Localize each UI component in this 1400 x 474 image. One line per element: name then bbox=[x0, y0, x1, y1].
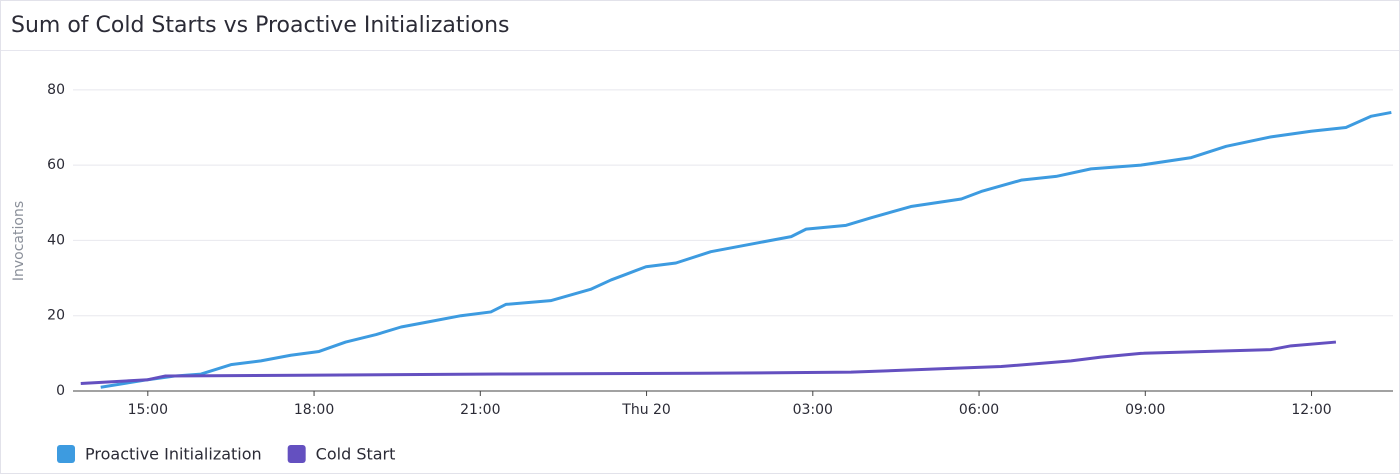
x-tick-label: 21:00 bbox=[460, 402, 500, 418]
x-tick-label: 03:00 bbox=[793, 402, 833, 418]
y-tick-label: 80 bbox=[47, 82, 65, 98]
legend-swatch bbox=[287, 445, 306, 463]
legend-swatch bbox=[57, 445, 75, 463]
line-series bbox=[80, 340, 1337, 385]
line-series bbox=[100, 110, 1392, 389]
chart-title: Sum of Cold Starts vs Proactive Initiali… bbox=[1, 1, 1399, 51]
y-tick-label: 40 bbox=[47, 232, 65, 248]
x-tick-label: 18:00 bbox=[294, 402, 334, 418]
y-tick-label: 60 bbox=[47, 157, 65, 173]
x-tick-label: 06:00 bbox=[959, 402, 999, 418]
legend-label: Proactive Initialization bbox=[85, 445, 262, 464]
x-tick-label: 09:00 bbox=[1125, 402, 1165, 418]
y-axis-label: Invocations bbox=[11, 201, 27, 281]
chart: Invocations 0 20 40 60 80 15:00 18:00 21:00 Thu … bbox=[11, 82, 1393, 464]
y-tick-label: 20 bbox=[47, 308, 65, 324]
x-tick-label: Thu 20 bbox=[621, 402, 671, 418]
legend-label: Cold Start bbox=[316, 445, 396, 464]
y-tick-label: 0 bbox=[56, 383, 65, 399]
x-tick-label: 12:00 bbox=[1291, 402, 1331, 418]
x-tick-label: 15:00 bbox=[128, 402, 168, 418]
